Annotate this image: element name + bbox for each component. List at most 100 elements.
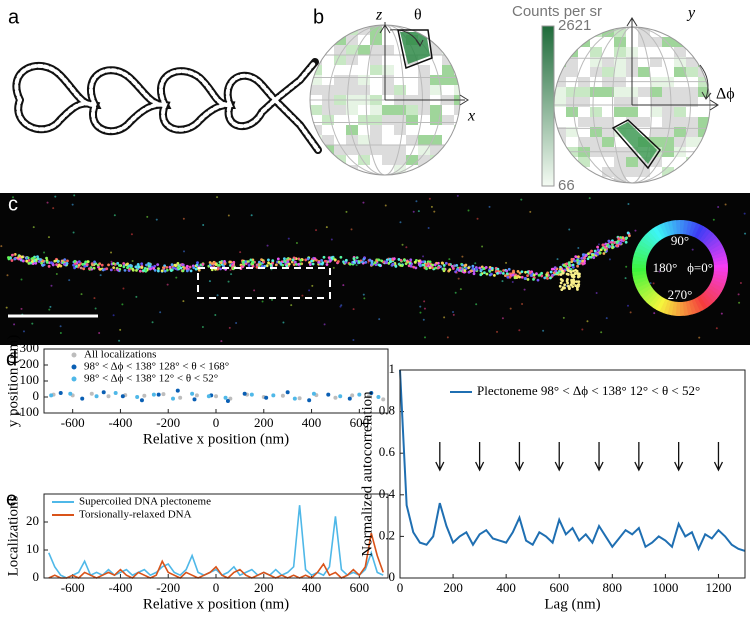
dot <box>117 264 121 267</box>
sphere-cell <box>430 155 442 165</box>
dot <box>135 295 138 298</box>
sphere-cell <box>590 117 602 127</box>
y-tick-label: 0.6 <box>379 444 396 459</box>
sphere-cell <box>626 157 638 167</box>
wheel-segment <box>632 255 648 263</box>
x-axis-label: Relative x position (nm) <box>143 431 289 447</box>
dot <box>401 243 404 246</box>
dot <box>140 266 144 269</box>
sphere-cell <box>554 47 566 57</box>
dot <box>543 276 547 280</box>
sphere-cell <box>454 35 460 45</box>
dot <box>570 257 574 261</box>
sphere-cell <box>430 145 442 155</box>
theta-arrow <box>389 29 424 47</box>
sphere-cell <box>370 145 382 155</box>
dot <box>378 263 382 267</box>
wheel-segment <box>663 221 672 237</box>
dot <box>610 240 613 244</box>
dot <box>176 261 180 265</box>
dot <box>478 266 482 270</box>
dot <box>174 267 178 271</box>
dot <box>185 264 189 268</box>
wheel-segment <box>655 224 666 239</box>
sphere-cell <box>322 165 334 175</box>
dot <box>463 264 467 267</box>
dot <box>66 259 69 263</box>
y-tick-label: 0 <box>33 569 40 584</box>
dot <box>322 255 326 259</box>
dot <box>279 261 283 265</box>
sphere-cell <box>674 117 686 127</box>
x-tick-label: 400 <box>302 580 322 595</box>
wheel-segment <box>642 234 656 247</box>
dot <box>501 317 504 320</box>
dot <box>345 210 348 213</box>
dot <box>330 238 333 241</box>
x-tick-label: 200 <box>443 580 463 595</box>
dot <box>506 275 510 279</box>
dot <box>311 284 314 287</box>
dot <box>417 259 421 263</box>
dot <box>602 252 606 255</box>
dot <box>589 255 593 259</box>
dna-drawing <box>12 58 322 154</box>
dot <box>573 280 576 284</box>
sphere-cell <box>662 97 674 107</box>
dot <box>592 256 596 260</box>
sphere-cell <box>370 65 382 75</box>
dot <box>571 265 575 269</box>
dot <box>563 283 567 287</box>
dot <box>214 313 217 316</box>
dot <box>425 263 428 267</box>
sphere-cell <box>638 127 650 137</box>
sphere-cell <box>590 67 602 77</box>
sphere-cell <box>662 37 674 47</box>
dot <box>63 258 67 261</box>
axis-x: x <box>467 108 475 125</box>
sphere-cell <box>442 85 454 95</box>
dot <box>394 264 398 268</box>
sphere-cell <box>442 115 454 125</box>
sphere-cell <box>650 87 662 97</box>
sphere-cell <box>698 157 710 167</box>
dot <box>427 226 430 229</box>
sphere-cell <box>638 57 650 67</box>
dot <box>138 269 142 273</box>
dot <box>649 282 652 285</box>
dot <box>145 263 148 267</box>
dot <box>31 322 34 325</box>
legend-marker <box>71 364 77 370</box>
dot <box>529 210 532 213</box>
sphere-cell <box>626 107 638 117</box>
sphere-cell <box>566 57 578 67</box>
dot <box>344 258 348 262</box>
dot <box>559 273 563 276</box>
sphere-cell <box>650 127 662 137</box>
dot <box>652 282 655 285</box>
wheel-segment <box>633 276 649 285</box>
sphere-cell <box>674 137 686 147</box>
dot <box>581 262 585 266</box>
dot <box>47 264 51 268</box>
dot <box>352 338 355 341</box>
wheel-segment <box>640 287 655 300</box>
dot <box>159 311 162 314</box>
dot <box>571 263 575 267</box>
dot <box>603 248 607 252</box>
sphere-cell <box>382 165 394 175</box>
dot <box>22 330 25 333</box>
dot <box>368 258 372 262</box>
panel-label: a <box>8 6 20 28</box>
point <box>307 398 312 403</box>
dot <box>34 261 38 265</box>
wheel-segment <box>675 301 681 316</box>
arrow <box>674 442 684 472</box>
dot <box>295 242 298 245</box>
dot <box>0 245 3 248</box>
dot <box>134 265 138 269</box>
sphere-cell <box>590 157 602 167</box>
wheel-segment <box>709 243 724 254</box>
dot <box>508 275 512 279</box>
dot <box>452 265 455 268</box>
